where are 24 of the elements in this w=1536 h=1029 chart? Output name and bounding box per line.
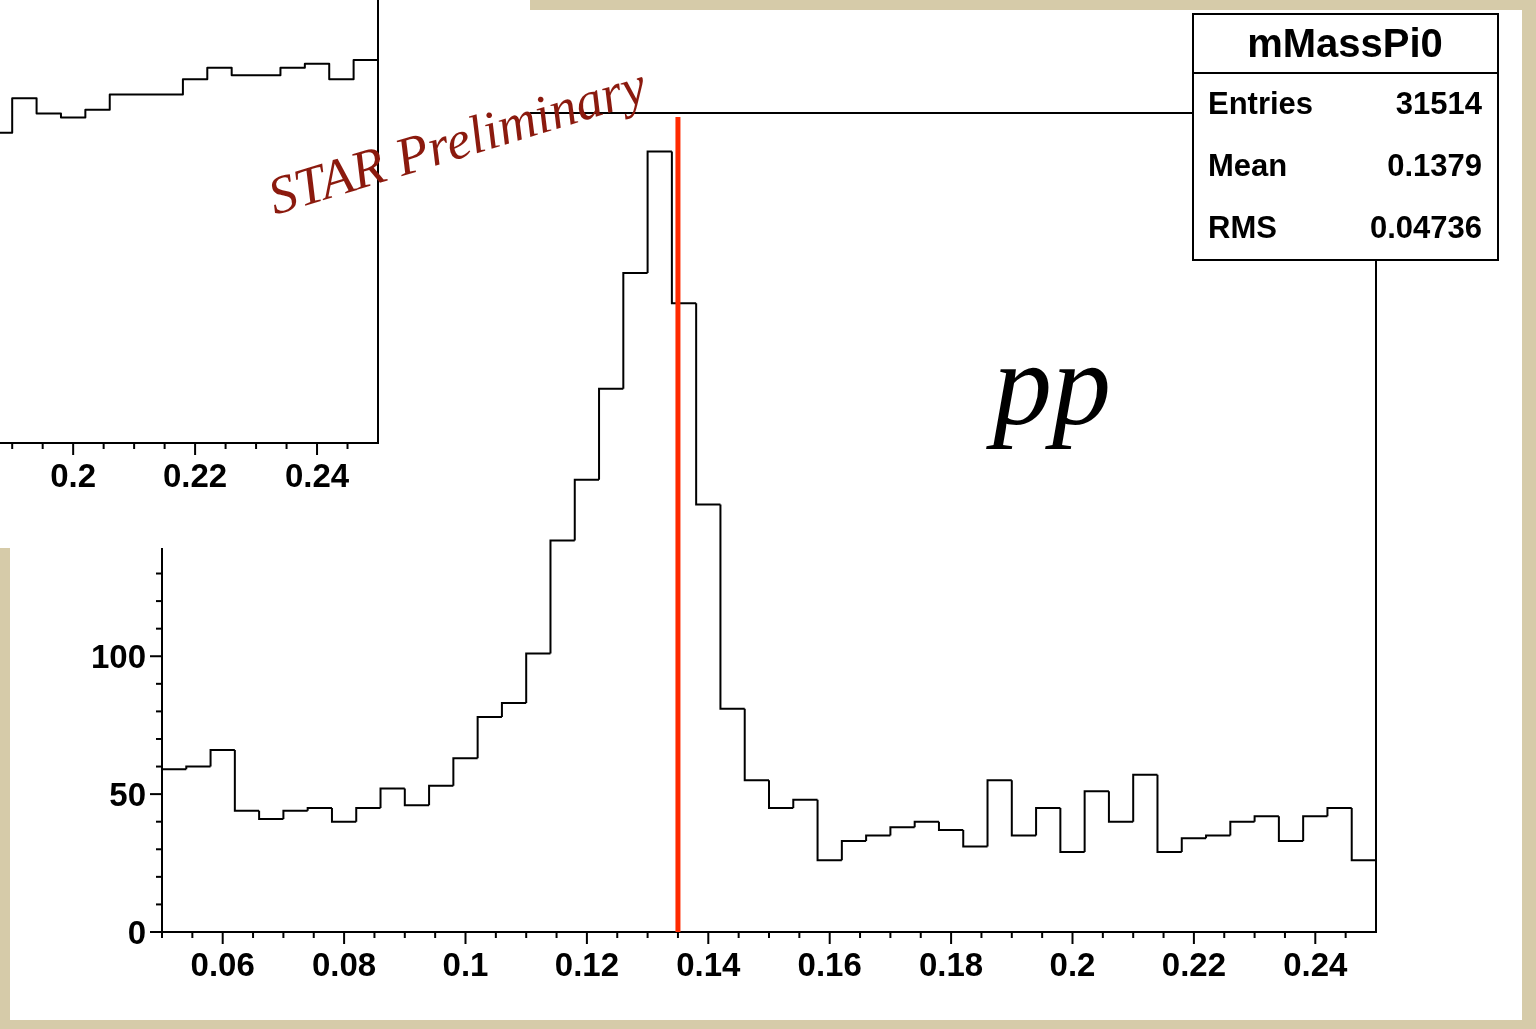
x-tick-label: 0.22 <box>162 457 228 494</box>
x-tick-label: 0.12 <box>554 946 620 983</box>
x-tick-label: 0.2 <box>1049 946 1096 983</box>
annotation: 0.04736 <box>1369 210 1482 245</box>
x-tick-label: 0.06 <box>190 946 255 983</box>
x-tick-label: 0.18 <box>918 946 984 983</box>
x-tick-label: 0.24 <box>284 457 350 494</box>
x-tick-label: 0.16 <box>797 946 862 983</box>
annotation: RMS <box>1208 210 1277 245</box>
x-tick-label: 0.2 <box>50 457 97 494</box>
chart-title: mMassPi0 <box>1247 21 1443 65</box>
x-tick-label: 0.08 <box>311 946 377 983</box>
annotation: Entries <box>1208 86 1314 121</box>
y-tick-label: 100 <box>90 637 146 675</box>
annotation: Mean <box>1208 148 1288 183</box>
x-tick-label: 0.1 <box>442 946 489 983</box>
y-tick-label: 0 <box>127 913 146 951</box>
text: 31514 <box>1395 86 1483 121</box>
x-tick-label: 0.24 <box>1283 946 1349 983</box>
x-tick-label: 0.14 <box>676 946 742 983</box>
text: 0.1379 <box>1387 148 1482 183</box>
x-tick-label: 0.22 <box>1161 946 1227 983</box>
y-tick-label: 50 <box>109 775 146 813</box>
annotation: pp <box>986 319 1111 450</box>
